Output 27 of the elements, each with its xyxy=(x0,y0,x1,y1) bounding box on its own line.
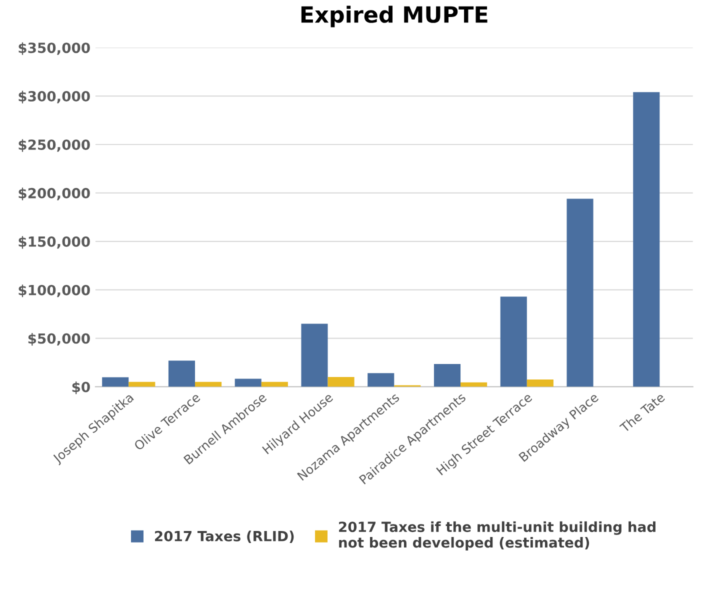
y-tick-label: $300,000 xyxy=(18,90,90,104)
bar xyxy=(301,324,328,387)
y-tick-label: $250,000 xyxy=(18,139,90,152)
bar xyxy=(168,360,196,387)
bar xyxy=(368,373,394,387)
y-tick-label: $200,000 xyxy=(18,188,90,200)
y-tick-label: $0 xyxy=(72,381,90,394)
y-tick-label: $50,000 xyxy=(28,333,90,346)
y-tick-label: $150,000 xyxy=(18,236,90,249)
bar xyxy=(195,382,222,387)
bar xyxy=(566,198,594,387)
bar xyxy=(234,378,262,387)
x-tick-label: The Tate xyxy=(619,392,666,434)
chart-title: Expired MUPTE xyxy=(301,6,488,28)
bar xyxy=(633,92,660,387)
bar xyxy=(128,382,156,387)
bar xyxy=(434,364,461,387)
bar xyxy=(526,379,554,387)
bar xyxy=(328,377,354,387)
legend-label: 2017 Taxes (RLID) xyxy=(155,530,294,544)
y-tick-label: $350,000 xyxy=(18,42,90,55)
bar xyxy=(261,382,288,387)
y-tick-label: $100,000 xyxy=(18,284,90,298)
legend-label: 2017 Taxes if the multi-unit building had not been developed (estimated) xyxy=(339,521,656,550)
bar xyxy=(102,377,129,387)
bar xyxy=(460,382,488,387)
bar xyxy=(500,296,527,387)
